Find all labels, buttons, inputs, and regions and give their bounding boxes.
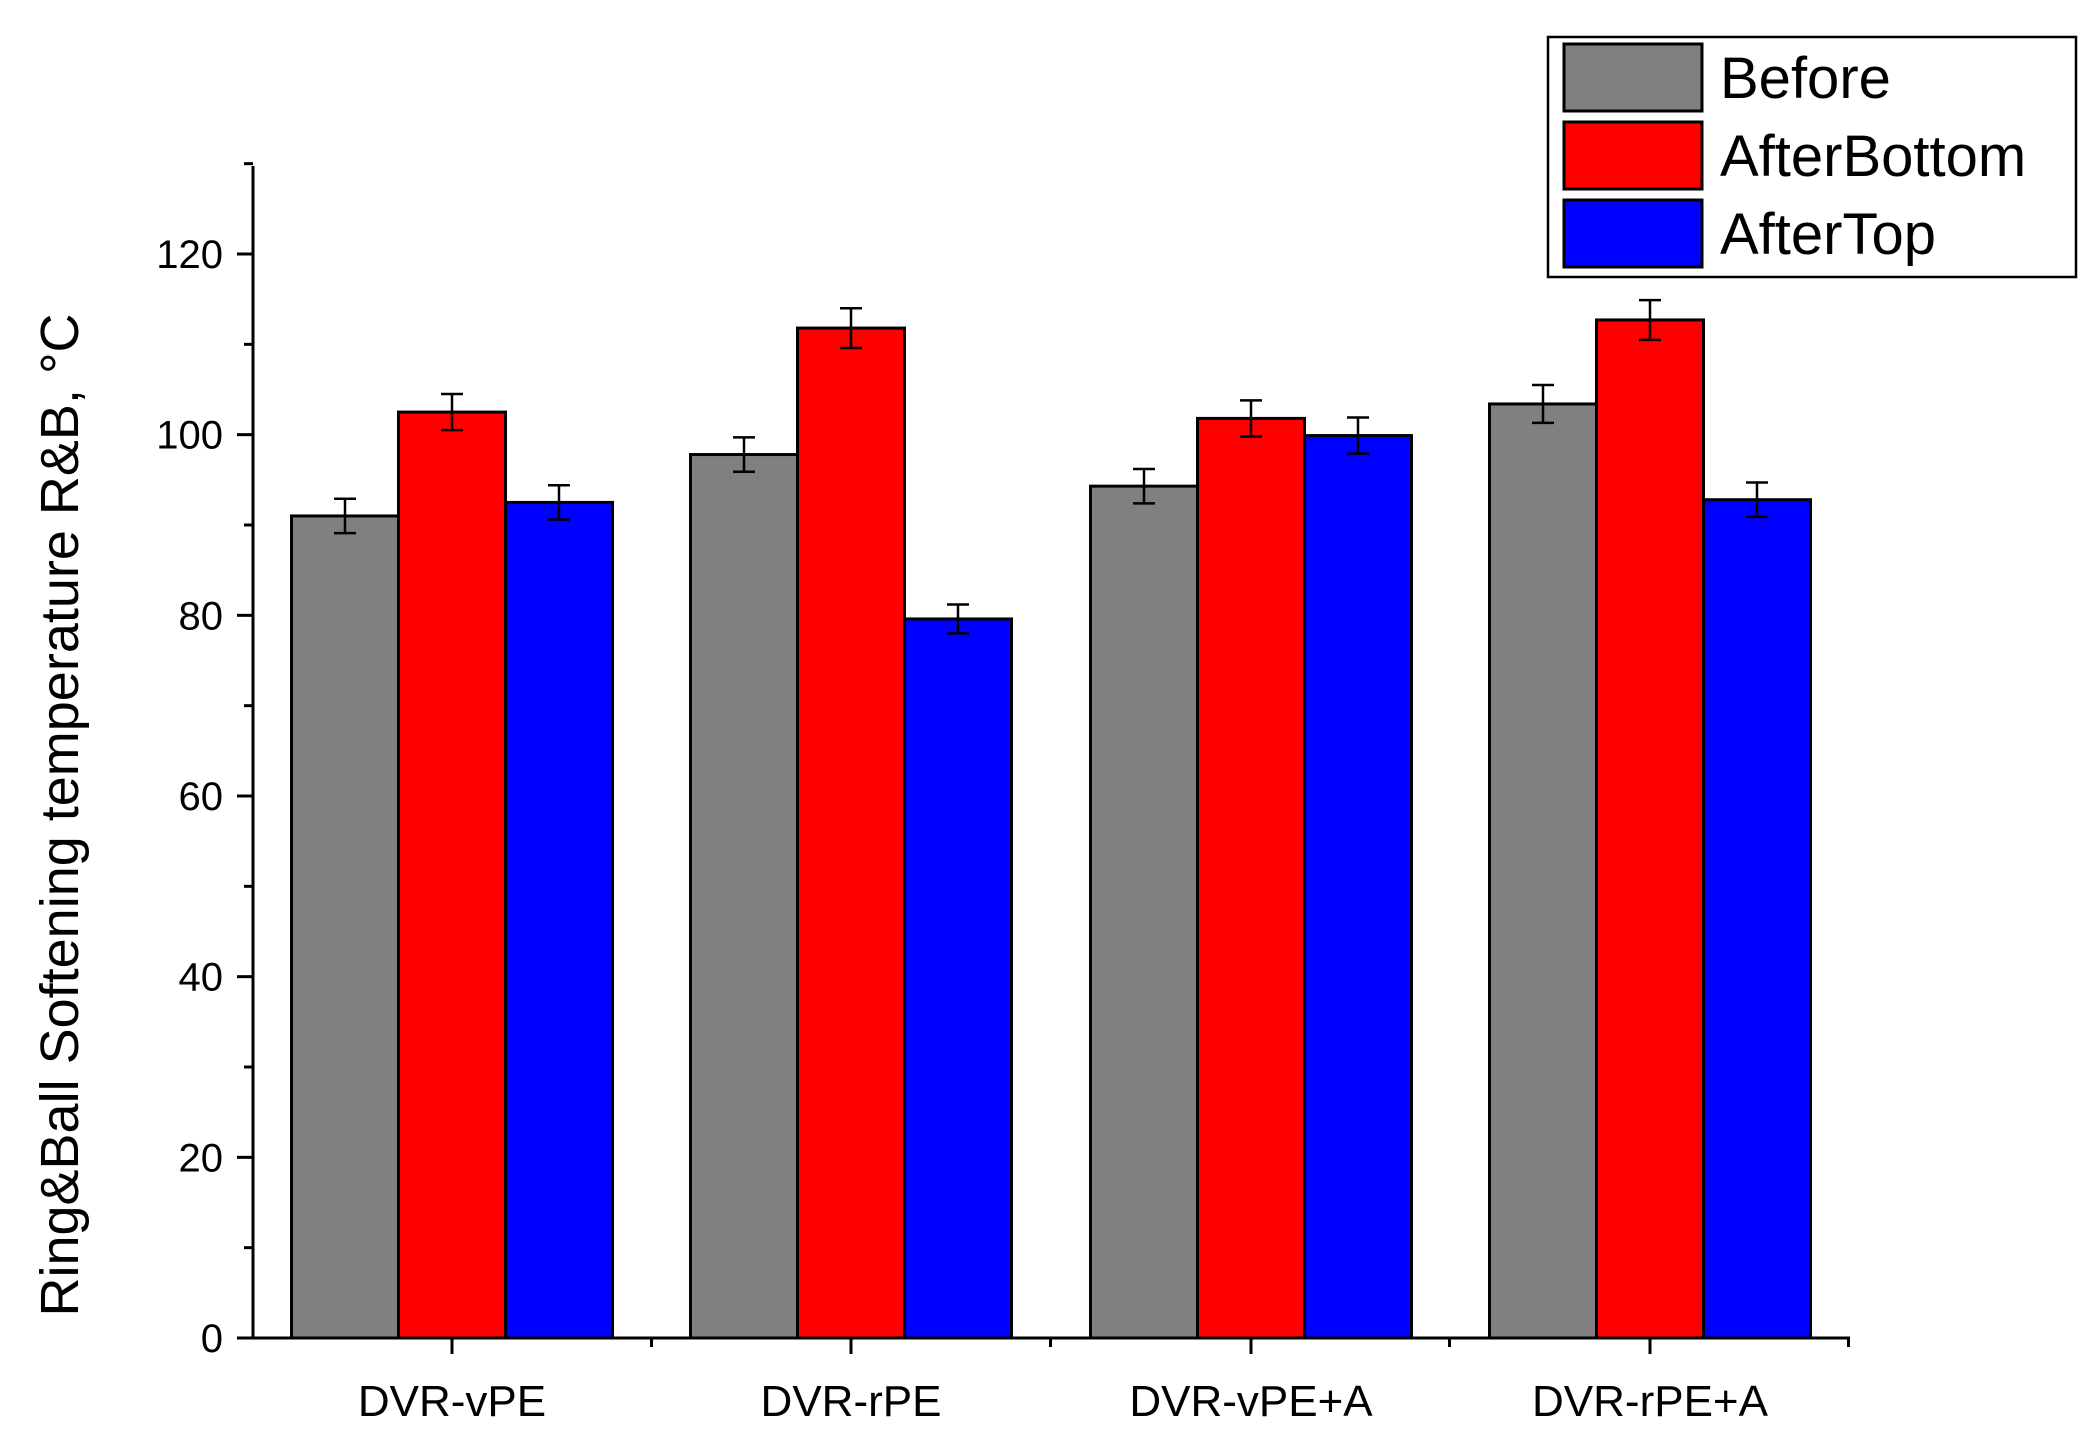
y-tick-label: 60 [179, 775, 224, 819]
y-tick-label: 100 [156, 414, 223, 458]
bar [796, 326, 906, 1340]
y-axis-title: Ring&Ball Softening temperature R&B, °C [30, 313, 90, 1316]
y-tick-label: 20 [179, 1136, 224, 1180]
bar [504, 500, 614, 1340]
legend-label: AfterBottom [1720, 124, 2026, 189]
bar [1089, 484, 1199, 1340]
bar [397, 410, 507, 1340]
legend: Before AfterBottom AfterTop [1546, 35, 2078, 279]
y-tick-label: 0 [201, 1317, 223, 1361]
bar [1196, 416, 1306, 1340]
bars [290, 298, 1812, 1340]
bar [1702, 498, 1812, 1340]
bar [290, 514, 400, 1340]
y-axis: 0 20 40 60 80 100 120 [156, 162, 255, 1361]
legend-label: AfterTop [1720, 202, 1936, 267]
x-tick-label: DVR-vPE [358, 1377, 546, 1426]
legend-swatch [1562, 42, 1704, 113]
y-tick-label: 120 [156, 233, 223, 277]
x-tick-label: DVR-vPE+A [1129, 1377, 1373, 1426]
bar [689, 453, 799, 1340]
bar [1595, 318, 1705, 1340]
x-axis: DVR-vPE DVR-rPE DVR-vPE+A DVR-rPE+A [253, 1336, 1850, 1426]
y-tick-label: 40 [179, 956, 224, 1000]
bar [1488, 402, 1598, 1340]
x-tick-label: DVR-rPE+A [1532, 1377, 1769, 1426]
legend-swatch [1562, 120, 1704, 191]
bar [903, 617, 1013, 1340]
legend-swatch [1562, 198, 1704, 269]
bar [1303, 434, 1413, 1340]
x-tick-label: DVR-rPE [761, 1377, 942, 1426]
legend-label: Before [1720, 46, 1891, 111]
y-tick-label: 80 [179, 594, 224, 638]
